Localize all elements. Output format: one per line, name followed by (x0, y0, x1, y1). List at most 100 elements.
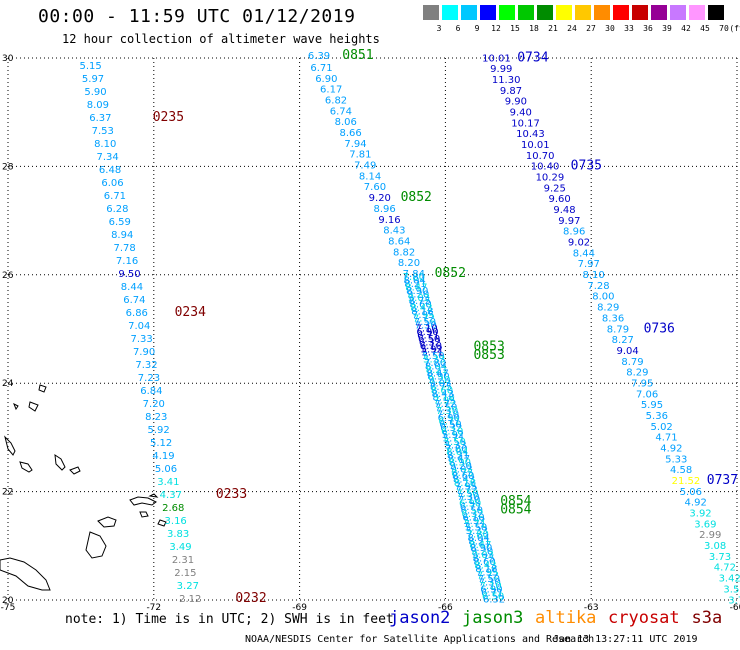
pass-time-label: 0852 (401, 190, 432, 205)
legend-swatch (651, 5, 667, 20)
wave-height-value: 9.99 (490, 64, 512, 75)
dense-track-value: 5.92 (442, 430, 464, 441)
wave-height-value: 6.74 (123, 295, 145, 306)
pass-pass-a: 5.15 5.97 5.90 8.09 6.37 7.53 8.10 7.34 6.48 6.06… (79, 61, 266, 606)
wave-height-value: 4.19 (152, 451, 174, 462)
wave-height-value: 9.60 (548, 194, 570, 205)
map-subtitle: 12 hour collection of altimeter wave hei… (62, 32, 380, 46)
wave-height-value: 5.92 (148, 425, 170, 436)
wave-height-value: 8.96 (563, 227, 585, 238)
wave-height-value: 8.66 (339, 128, 361, 139)
dense-track-value: 8.18 (454, 478, 476, 489)
wave-height-value: 8.27 (612, 335, 634, 346)
wave-height-value: 8.36 (602, 313, 624, 324)
wave-height-value: 7.23 (138, 373, 160, 384)
dense-track-value: 7.80 (403, 272, 425, 283)
wave-height-value: 2.15 (174, 568, 196, 579)
wave-height-value: 5.06 (155, 464, 177, 475)
pass-time-label: 0852 (435, 266, 466, 281)
wave-height-value: 7.34 (96, 152, 118, 163)
dense-track-value: 5.50 (422, 351, 444, 362)
dense-track-value: 5.50 (444, 437, 466, 448)
dense-track-value: 6.10 (462, 512, 484, 523)
wave-height-value: 4.92 (660, 443, 682, 454)
dense-track-value: 8.60 (452, 471, 474, 482)
wave-height-value: 10.43 (516, 129, 545, 140)
wave-height-value: 8.64 (388, 236, 410, 247)
wave-height-value: 9.20 (369, 193, 391, 204)
dense-track-value: 8.47 (448, 454, 470, 465)
wave-height-value: 5.02 (651, 422, 673, 433)
wave-height-value: 6.86 (126, 308, 148, 319)
satellite-jason3: jason3 (462, 608, 524, 628)
wave-height-value: 3.50 (723, 584, 740, 595)
dense-track-value: 8.18 (475, 564, 497, 575)
satellite-cryosat: cryosat (608, 608, 680, 628)
dense-track-value: 6.32 (462, 509, 484, 520)
wave-height-value: 8.79 (607, 324, 629, 335)
dense-track-value: 6.71 (460, 502, 482, 513)
wave-height-value: 3.92 (689, 509, 711, 520)
dense-track-value: 8.90 (406, 286, 428, 297)
pass-time-label: 0853 (473, 348, 504, 363)
legend-label: 36 (643, 24, 653, 33)
wave-height-value: 8.10 (94, 139, 116, 150)
dense-track-value: 8.90 (449, 457, 471, 468)
legend-label: 42 (681, 24, 691, 33)
wave-height-value: 6.82 (325, 96, 347, 107)
wave-height-value: 7.04 (128, 321, 150, 332)
dense-track-value: 8.21 (426, 365, 448, 376)
lon-tick-label: -69 (292, 603, 307, 613)
pass-time-label: 0737 (707, 473, 738, 488)
dense-track-value: 8.75 (409, 296, 431, 307)
wave-height-value: 5.33 (665, 454, 687, 465)
dense-track-value: 8.75 (473, 554, 495, 565)
dense-track-value: 9.20 (428, 375, 450, 386)
legend-swatch (556, 5, 572, 20)
dense-track-value: 6.50 (482, 591, 504, 602)
wave-height-value: 8.96 (374, 204, 396, 215)
dense-track-value: 7.10 (458, 495, 480, 506)
legend-label: 9 (474, 24, 480, 33)
wave-height-value: 7.81 (349, 150, 371, 161)
lon-tick-label: -60 (730, 603, 740, 613)
wave-height-value: 2.68 (162, 503, 184, 514)
dense-track-value: 8.47 (427, 368, 449, 379)
legend-label: 12 (491, 24, 501, 33)
pass-time-label: 0233 (216, 487, 247, 502)
legend-label: 30 (605, 24, 615, 33)
wave-height-value: 6.48 (99, 165, 121, 176)
satellite-altika: altika (535, 608, 597, 628)
pass-time-label: 0734 (517, 50, 548, 65)
wave-height-value: 8.10 (582, 270, 604, 281)
dense-track-value: 7.95 (412, 310, 434, 321)
dense-track-value: 7.50 (478, 574, 500, 585)
wave-height-value: 8.29 (597, 303, 619, 314)
dense-track-value: 7.30 (479, 578, 501, 589)
wave-height-value: 4.92 (685, 498, 707, 509)
wave-height-value: 3.83 (167, 529, 189, 540)
wave-height-value: 10.01 (482, 53, 511, 64)
wave-height-value: 8.44 (121, 282, 143, 293)
wave-height-value: 9.25 (544, 183, 566, 194)
cuba-coast (0, 557, 51, 591)
wave-height-value: 9.02 (568, 238, 590, 249)
lon-tick-label: -63 (584, 603, 599, 613)
dense-track-value: 6.90 (480, 584, 502, 595)
dense-track-value: 6.10 (441, 427, 463, 438)
wave-height-value: 6.39 (308, 51, 330, 62)
dense-track-value: 8.21 (447, 451, 469, 462)
legend-swatch (499, 5, 515, 20)
wave-height-value: 8.29 (626, 368, 648, 379)
wave-height-value: 6.74 (330, 106, 352, 117)
wave-height-value: 7.97 (578, 259, 600, 270)
lon-tick-label: -66 (438, 603, 453, 613)
dense-track-value: 8.43 (432, 389, 454, 400)
dense-track-value: 7.95 (455, 481, 477, 492)
wave-height-value: 10.01 (521, 140, 550, 151)
lat-tick-label: 28 (2, 162, 14, 172)
dense-track-value: 8.60 (410, 300, 432, 311)
legend-label: 24 (567, 24, 577, 33)
wave-height-value: 8.09 (87, 100, 109, 111)
dense-track-value: 8.04 (425, 361, 447, 372)
